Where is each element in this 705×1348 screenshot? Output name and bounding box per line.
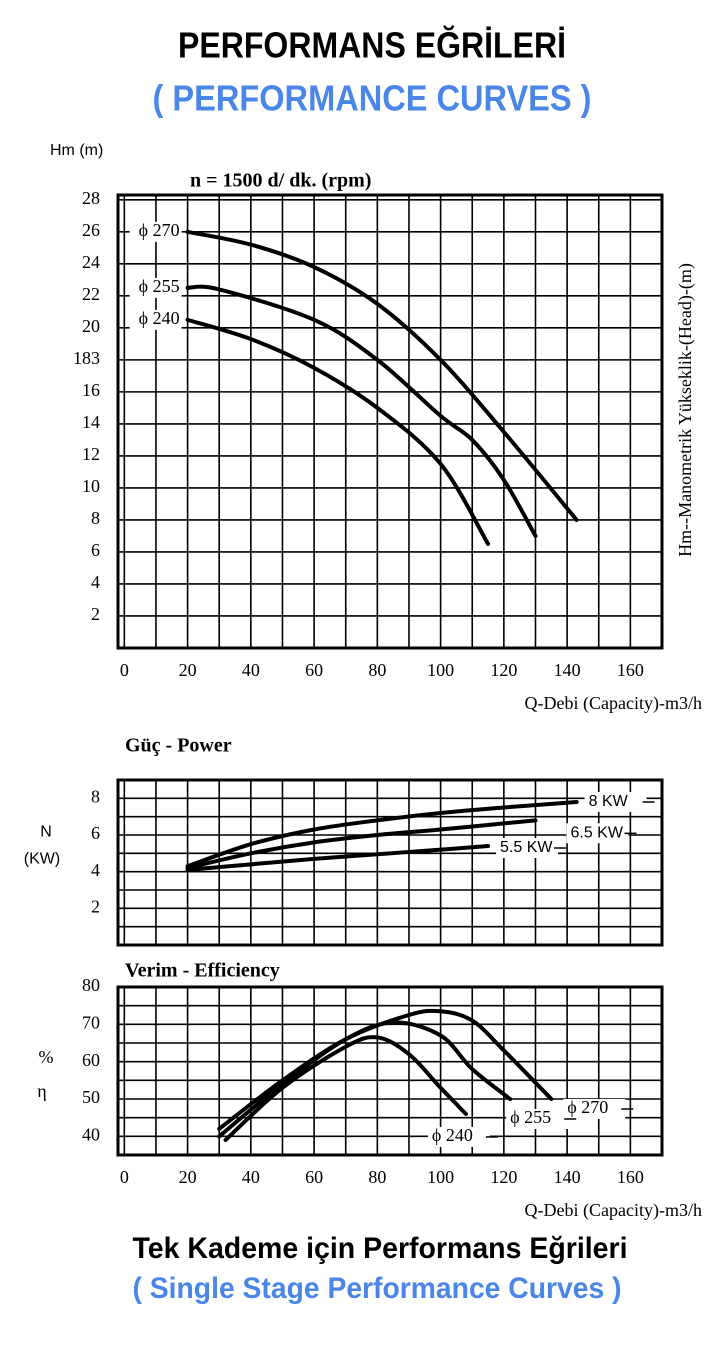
x-tick-label: 160 xyxy=(617,1167,644,1187)
y-tick-label: 14 xyxy=(82,412,100,432)
y-tick-label: 6 xyxy=(91,540,100,560)
label-bg xyxy=(506,1109,569,1129)
x-tick-label: 20 xyxy=(179,660,197,680)
y-tick-label: 10 xyxy=(82,476,100,496)
x-tick-label: 80 xyxy=(368,660,386,680)
y-axis-label: N xyxy=(40,824,52,841)
curve xyxy=(217,1008,554,1131)
plot-frame xyxy=(116,778,664,947)
x-tick-label: 140 xyxy=(554,660,581,680)
series-label: ϕ 255 xyxy=(139,276,180,296)
chart-title: n = 1500 d/ dk. (rpm) xyxy=(190,170,371,192)
x-axis-label: Q-Debi (Capacity)-m3/h xyxy=(525,693,702,714)
y-tick-label: 40 xyxy=(82,1124,100,1144)
y-axis-label: % xyxy=(39,1047,54,1067)
label-bg xyxy=(566,823,629,844)
x-tick-label: 40 xyxy=(242,660,260,680)
footer-title: Tek Kademe için Performans Eğrileri xyxy=(133,1232,628,1265)
y2-axis-label: Hm--Manometrik Yükseklik-(Head)-(m) xyxy=(675,263,696,557)
footer-subtitle: ( Single Stage Performance Curves ) xyxy=(133,1272,622,1305)
curve xyxy=(217,1020,513,1139)
plot-frame xyxy=(116,193,664,650)
curve xyxy=(185,818,538,870)
y-tick-label: 80 xyxy=(82,975,100,995)
y-tick-label: 2 xyxy=(91,896,100,916)
x-tick-label: 140 xyxy=(554,1167,581,1187)
y-axis-label: Hm (m) xyxy=(50,142,103,159)
x-tick-label: 100 xyxy=(427,1167,454,1187)
curve xyxy=(185,800,579,869)
y-tick-label: 6 xyxy=(91,823,100,843)
series-label: ϕ 240 xyxy=(139,308,180,328)
y-tick-label: 4 xyxy=(91,572,100,592)
page-subtitle: ( PERFORMANCE CURVES ) xyxy=(153,78,592,119)
label-bg xyxy=(129,309,182,330)
x-tick-label: 0 xyxy=(120,1167,129,1187)
y-axis-unit: (KW) xyxy=(24,851,60,868)
label-bg xyxy=(427,1126,490,1147)
y-tick-label: 12 xyxy=(82,444,100,464)
x-tick-label: 120 xyxy=(490,1167,517,1187)
label-bg xyxy=(584,792,647,812)
y-tick-label: 2 xyxy=(91,604,100,624)
y-tick-label: 4 xyxy=(91,860,100,880)
y-tick-label: 20 xyxy=(82,316,100,336)
y-tick-label: 70 xyxy=(82,1012,100,1032)
series-label: 6.5 KW xyxy=(570,825,623,842)
series-label: ϕ 270 xyxy=(567,1097,608,1117)
x-axis-label: Q-Debi (Capacity)-m3/h xyxy=(525,1200,702,1221)
y-tick-label: 22 xyxy=(82,284,100,304)
y-tick-label: 183 xyxy=(73,348,100,368)
curve xyxy=(185,284,538,538)
curve xyxy=(223,1035,468,1143)
curve xyxy=(185,229,579,522)
page-title: PERFORMANS EĞRİLERİ xyxy=(178,25,566,66)
x-tick-label: 60 xyxy=(305,1167,323,1187)
y-axis-unit: η xyxy=(37,1081,46,1101)
series-label: 5.5 KW xyxy=(500,839,553,856)
series-label: ϕ 255 xyxy=(510,1107,551,1127)
y-tick-label: 28 xyxy=(82,188,100,208)
y-tick-label: 60 xyxy=(82,1050,100,1070)
plot-frame xyxy=(116,985,664,1157)
label-bg xyxy=(496,838,559,858)
series-label: ϕ 240 xyxy=(432,1125,473,1145)
x-tick-label: 40 xyxy=(242,1167,260,1187)
y-tick-label: 8 xyxy=(91,786,100,806)
label-bg xyxy=(129,221,182,242)
x-tick-label: 60 xyxy=(305,660,323,680)
x-tick-label: 100 xyxy=(427,660,454,680)
y-tick-label: 16 xyxy=(82,380,100,400)
y-tick-label: 24 xyxy=(82,252,100,272)
curve xyxy=(185,844,491,872)
chart-title: Güç - Power xyxy=(125,735,232,757)
label-bg xyxy=(563,1099,626,1119)
x-tick-label: 120 xyxy=(490,660,517,680)
x-tick-label: 20 xyxy=(179,1167,197,1187)
series-label: 8 KW xyxy=(589,793,629,810)
chart-title: Verim - Efficiency xyxy=(125,960,280,982)
label-bg xyxy=(129,277,182,298)
y-tick-label: 50 xyxy=(82,1087,100,1107)
y-tick-label: 8 xyxy=(91,508,100,528)
series-label: ϕ 270 xyxy=(139,220,180,240)
curve xyxy=(185,317,491,546)
y-tick-label: 26 xyxy=(82,220,100,240)
x-tick-label: 80 xyxy=(368,1167,386,1187)
x-tick-label: 160 xyxy=(617,660,644,680)
x-tick-label: 0 xyxy=(120,660,129,680)
